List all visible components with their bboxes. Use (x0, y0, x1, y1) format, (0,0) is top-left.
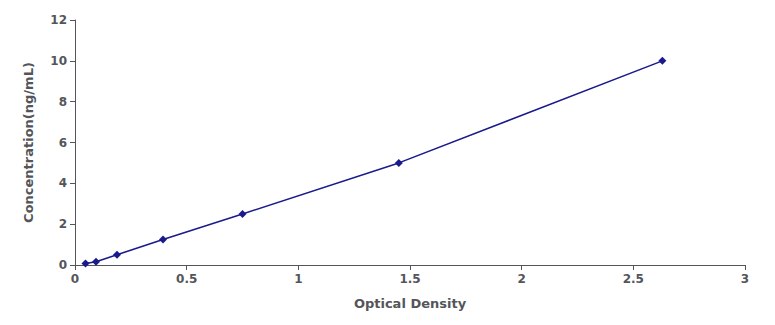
svg-text:Optical Density: Optical Density (354, 296, 467, 311)
svg-text:2: 2 (59, 217, 67, 231)
svg-text:2.5: 2.5 (623, 272, 644, 286)
svg-text:1.5: 1.5 (399, 272, 420, 286)
svg-text:0: 0 (71, 272, 79, 286)
svg-text:0.5: 0.5 (176, 272, 197, 286)
svg-text:12: 12 (50, 13, 67, 27)
svg-text:6: 6 (59, 136, 67, 150)
svg-text:2: 2 (517, 272, 525, 286)
svg-text:10: 10 (50, 54, 67, 68)
svg-text:Concentration(ng/mL): Concentration(ng/mL) (21, 62, 36, 223)
svg-text:3: 3 (741, 272, 749, 286)
svg-text:1: 1 (294, 272, 302, 286)
svg-text:0: 0 (59, 258, 67, 272)
svg-text:4: 4 (59, 176, 67, 190)
svg-text:8: 8 (59, 95, 67, 109)
